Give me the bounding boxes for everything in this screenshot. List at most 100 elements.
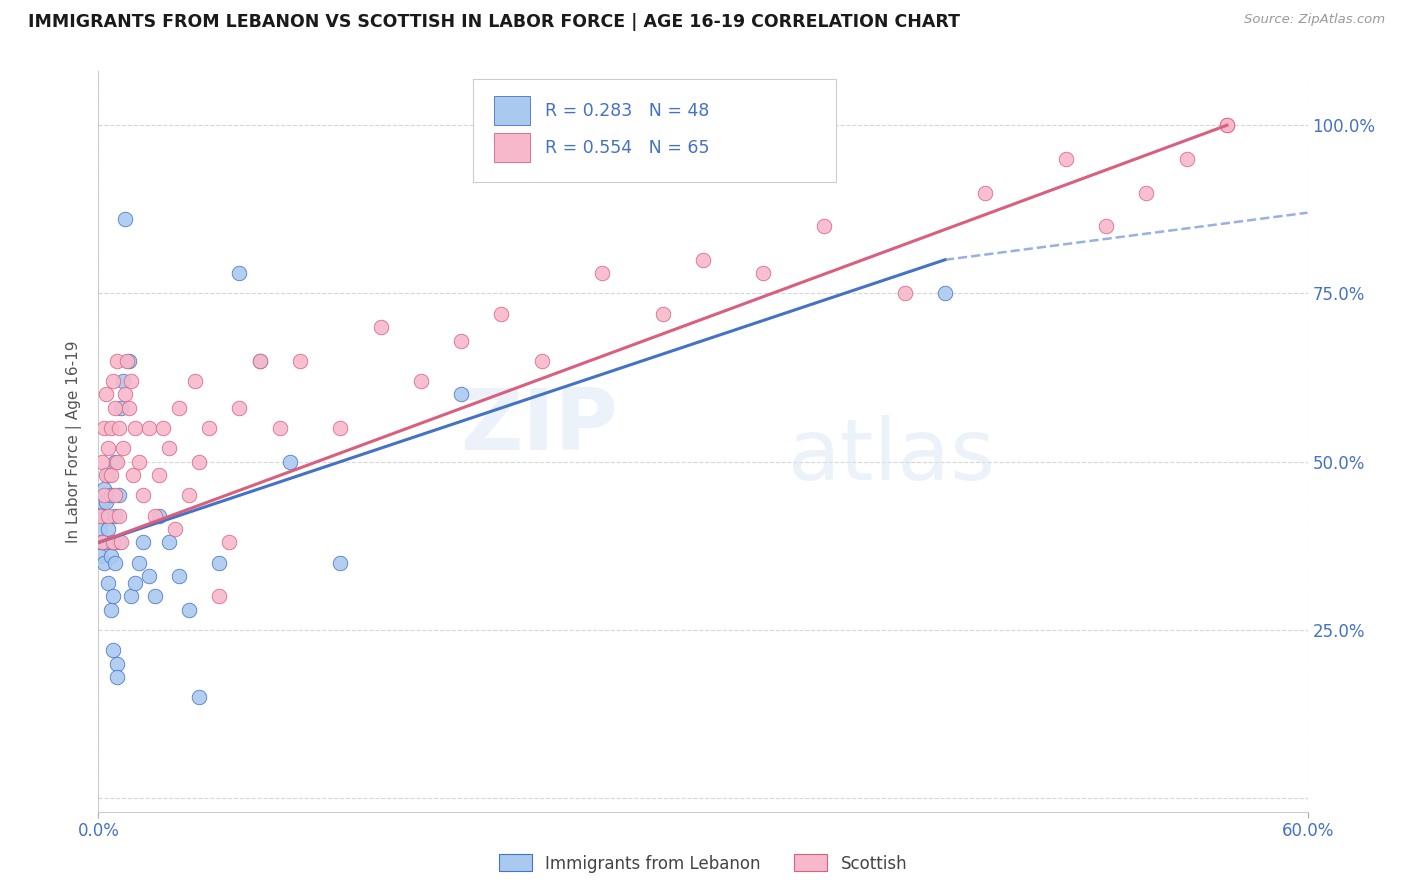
Point — [138, 421, 160, 435]
Point — [1054, 152, 1077, 166]
Point — [91, 535, 114, 549]
Point — [893, 286, 915, 301]
Point — [132, 535, 155, 549]
Point — [97, 575, 120, 590]
Point — [114, 387, 136, 401]
Point — [110, 535, 132, 549]
Point — [115, 353, 138, 368]
Point — [89, 508, 111, 523]
Point — [249, 353, 271, 368]
Point — [651, 307, 673, 321]
Point — [97, 508, 120, 523]
Point — [97, 522, 120, 536]
Point — [101, 590, 124, 604]
FancyBboxPatch shape — [474, 78, 837, 183]
Point — [450, 387, 472, 401]
Point — [93, 482, 115, 496]
Point — [89, 549, 111, 563]
Point — [591, 266, 613, 280]
Point — [103, 556, 125, 570]
Text: R = 0.554   N = 65: R = 0.554 N = 65 — [544, 138, 709, 157]
Text: R = 0.283   N = 48: R = 0.283 N = 48 — [544, 102, 709, 120]
Point — [89, 501, 111, 516]
Point — [93, 488, 115, 502]
Point — [329, 421, 352, 435]
Point — [138, 569, 160, 583]
Point — [143, 590, 166, 604]
Point — [752, 266, 775, 280]
Point — [692, 252, 714, 267]
Legend: Immigrants from Lebanon, Scottish: Immigrants from Lebanon, Scottish — [492, 847, 914, 880]
Point — [157, 442, 180, 456]
Point — [179, 603, 201, 617]
Point — [208, 590, 231, 604]
Point — [107, 508, 129, 523]
Y-axis label: In Labor Force | Age 16-19: In Labor Force | Age 16-19 — [66, 340, 83, 543]
Point — [96, 468, 118, 483]
Point — [143, 508, 166, 523]
Point — [107, 488, 129, 502]
Point — [96, 495, 118, 509]
Point — [188, 455, 211, 469]
Point — [148, 468, 170, 483]
Point — [249, 353, 271, 368]
Point — [1095, 219, 1118, 234]
Point — [118, 401, 141, 415]
Point — [105, 657, 128, 671]
Point — [100, 421, 122, 435]
Point — [100, 468, 122, 483]
Point — [1175, 152, 1198, 166]
Point — [93, 508, 115, 523]
Point — [103, 488, 125, 502]
Point — [370, 320, 392, 334]
Text: IMMIGRANTS FROM LEBANON VS SCOTTISH IN LABOR FORCE | AGE 16-19 CORRELATION CHART: IMMIGRANTS FROM LEBANON VS SCOTTISH IN L… — [28, 13, 960, 31]
Point — [111, 374, 134, 388]
Point — [96, 535, 118, 549]
Point — [450, 334, 472, 348]
Point — [100, 549, 122, 563]
Point — [110, 401, 132, 415]
Point — [167, 569, 190, 583]
Point — [105, 670, 128, 684]
Point — [128, 556, 150, 570]
Point — [188, 690, 211, 705]
Point — [530, 353, 553, 368]
Point — [934, 286, 956, 301]
Point — [163, 522, 186, 536]
Point — [93, 556, 115, 570]
Point — [288, 353, 311, 368]
Point — [813, 219, 835, 234]
Point — [89, 522, 111, 536]
Point — [114, 212, 136, 227]
Point — [128, 455, 150, 469]
Point — [100, 603, 122, 617]
Point — [91, 535, 114, 549]
Point — [184, 374, 207, 388]
Point — [198, 421, 221, 435]
Point — [120, 374, 142, 388]
Point — [103, 401, 125, 415]
Point — [1216, 118, 1239, 132]
Point — [157, 535, 180, 549]
Point — [228, 401, 250, 415]
Text: Source: ZipAtlas.com: Source: ZipAtlas.com — [1244, 13, 1385, 27]
Point — [103, 455, 125, 469]
Point — [278, 455, 301, 469]
Point — [93, 421, 115, 435]
Point — [118, 353, 141, 368]
Point — [152, 421, 174, 435]
Point — [100, 488, 122, 502]
Point — [228, 266, 250, 280]
Point — [103, 508, 125, 523]
Point — [101, 643, 124, 657]
Bar — [494, 133, 530, 162]
Point — [101, 535, 124, 549]
Point — [97, 468, 120, 483]
Point — [491, 307, 513, 321]
Point — [91, 455, 114, 469]
Point — [97, 442, 120, 456]
Point — [208, 556, 231, 570]
Point — [124, 421, 146, 435]
Point — [107, 535, 129, 549]
Point — [124, 575, 146, 590]
